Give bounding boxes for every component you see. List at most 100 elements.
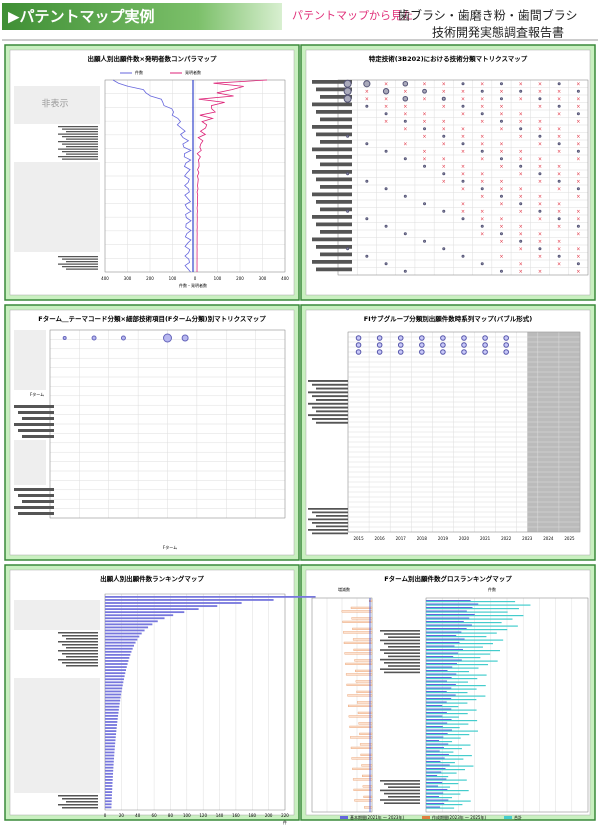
bar [105, 791, 113, 793]
cell-mark: × [461, 209, 465, 215]
cell-mark: × [461, 164, 465, 170]
label-stub [18, 512, 54, 515]
bar [105, 672, 126, 675]
label-stub [66, 647, 98, 649]
cell-dot [557, 179, 561, 183]
cell-dot [576, 224, 580, 228]
bar [341, 610, 373, 613]
cell-mark: × [576, 231, 580, 237]
label-stub [388, 655, 420, 658]
cell-dot [557, 104, 561, 108]
bar [426, 804, 463, 806]
cell-dot [499, 82, 503, 86]
cell-mark: × [557, 224, 561, 230]
bar [426, 736, 444, 738]
cell-mark: × [576, 194, 580, 200]
label-stub [62, 266, 98, 268]
x-tick-label: 400 [281, 276, 289, 281]
cell-mark: × [519, 156, 523, 162]
x-tick-label: 180 [248, 813, 256, 818]
bar [426, 733, 448, 734]
bar [426, 779, 467, 781]
bar [352, 638, 373, 641]
bar [426, 705, 443, 706]
bar [426, 622, 502, 624]
bar [426, 726, 443, 727]
bar [426, 796, 440, 797]
cell-mark: × [499, 254, 503, 260]
bar [105, 681, 124, 684]
cell-mark: × [519, 209, 523, 215]
x-tick-label: 400 [101, 276, 109, 281]
bar [426, 755, 472, 757]
bar [426, 762, 455, 764]
label-stub [312, 395, 348, 398]
bar [105, 623, 153, 626]
bar [426, 797, 453, 799]
label-stub [308, 414, 348, 417]
x-tick-label: 2020 [459, 536, 470, 541]
bar [105, 635, 140, 638]
bar [426, 692, 468, 694]
cell-mark: × [442, 179, 446, 185]
series-line [196, 79, 268, 273]
cell-mark: × [538, 141, 542, 147]
label-stub [312, 215, 352, 219]
bar [352, 778, 373, 781]
cell-dot [403, 119, 407, 123]
label-stub [312, 147, 352, 152]
hidden-block [14, 440, 46, 485]
x-tick-label: 2021 [480, 536, 491, 541]
bar [426, 790, 469, 792]
bar [426, 601, 516, 603]
bubble [91, 335, 97, 341]
label-stub [380, 630, 420, 632]
cell-mark: × [499, 201, 503, 207]
cell-mark: × [576, 119, 580, 125]
cell-mark: × [499, 179, 503, 185]
label-stub [316, 155, 352, 159]
cell-mark: × [538, 216, 542, 222]
bar [352, 767, 373, 770]
bar [344, 652, 373, 655]
cell-dot [480, 187, 484, 191]
bar [105, 699, 121, 702]
bar [426, 723, 469, 725]
bar [105, 611, 185, 614]
hidden-block [14, 678, 100, 793]
label-stub [308, 391, 348, 394]
bar [426, 694, 456, 696]
bubble [503, 349, 509, 355]
bar [105, 797, 112, 800]
cell-mark: × [557, 111, 561, 117]
bar [426, 618, 513, 620]
cell-dot [365, 179, 369, 183]
cell-dot [480, 89, 484, 93]
bar [353, 788, 373, 791]
label-stub [58, 659, 98, 661]
bar [426, 642, 460, 643]
bar [426, 740, 440, 741]
label-stub [316, 245, 352, 249]
legend-label: 発明者数 [185, 69, 201, 75]
cell-dot [461, 142, 465, 146]
label-stub [22, 417, 54, 420]
cell-mark: × [576, 171, 580, 177]
cell-mark: × [538, 156, 542, 162]
cell-mark: × [403, 126, 407, 132]
cell-dot [384, 224, 388, 228]
bar [105, 754, 115, 757]
bar [426, 747, 444, 748]
bubble [503, 342, 509, 348]
bar [105, 675, 125, 678]
bar [105, 641, 136, 644]
cell-mark: × [480, 81, 484, 87]
bar [348, 704, 373, 707]
bar [364, 806, 373, 809]
cell-dot [403, 232, 407, 236]
bar [105, 602, 242, 604]
cell-dot [384, 187, 388, 191]
bar [345, 662, 373, 665]
bar [348, 715, 373, 718]
label-stub [18, 429, 54, 432]
